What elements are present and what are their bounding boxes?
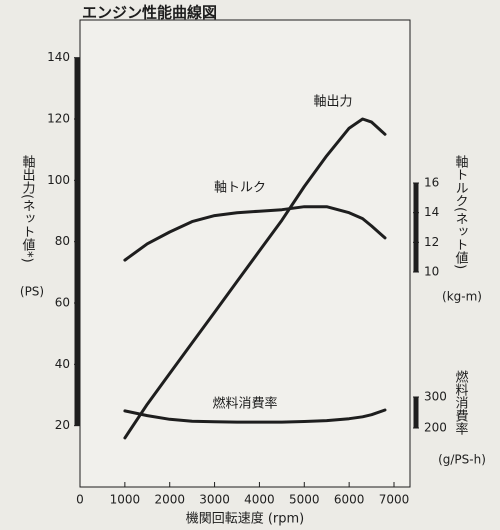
series-label: 軸トルク <box>214 181 266 196</box>
y-tick-label: 60 <box>55 296 70 310</box>
y2-tick-label: 14 <box>424 205 439 219</box>
y-tick-label: 80 <box>55 234 70 248</box>
x-tick-label: 2000 <box>154 493 185 507</box>
y2-tick-label: 16 <box>424 176 439 190</box>
y2-tick-label: 12 <box>424 235 439 249</box>
y3-axis-unit: (g/PS-h) <box>438 453 486 467</box>
y2-axis-label: 軸トルク(ネット値) <box>453 155 469 269</box>
series-line <box>123 205 387 262</box>
y-tick-label: 140 <box>47 50 70 64</box>
x-tick-label: 3000 <box>199 493 230 507</box>
x-tick-label: 6000 <box>334 493 365 507</box>
y-tick-label: 40 <box>55 357 70 371</box>
series-label: 燃料消費率 <box>212 396 277 412</box>
y-axis-label: 軸出力(ネット値*) <box>20 155 36 263</box>
x-tick-label: 1000 <box>110 493 141 507</box>
series-line <box>123 117 387 440</box>
x-axis-label: 機関回転速度 (rpm) <box>186 511 305 527</box>
y3-tick-label: 200 <box>424 421 447 435</box>
y3-tick-label: 300 <box>424 390 447 404</box>
y2-axis-unit: (kg-m) <box>442 290 482 304</box>
y-tick-label: 100 <box>47 173 70 187</box>
y-axis-unit: (PS) <box>20 285 44 299</box>
y-tick-label: 120 <box>47 112 70 126</box>
chart-title: エンジン性能曲線図 <box>82 4 217 22</box>
x-tick-label: 4000 <box>244 493 275 507</box>
x-tick-label: 5000 <box>289 493 320 507</box>
y3-axis-label: 燃料消費率 <box>453 369 469 435</box>
series-label: 軸出力 <box>313 95 352 110</box>
x-tick-label: 0 <box>76 493 84 507</box>
y2-tick-label: 10 <box>424 265 439 279</box>
series-line <box>123 408 387 424</box>
x-tick-label: 7000 <box>379 493 410 507</box>
y-tick-label: 20 <box>55 418 70 432</box>
